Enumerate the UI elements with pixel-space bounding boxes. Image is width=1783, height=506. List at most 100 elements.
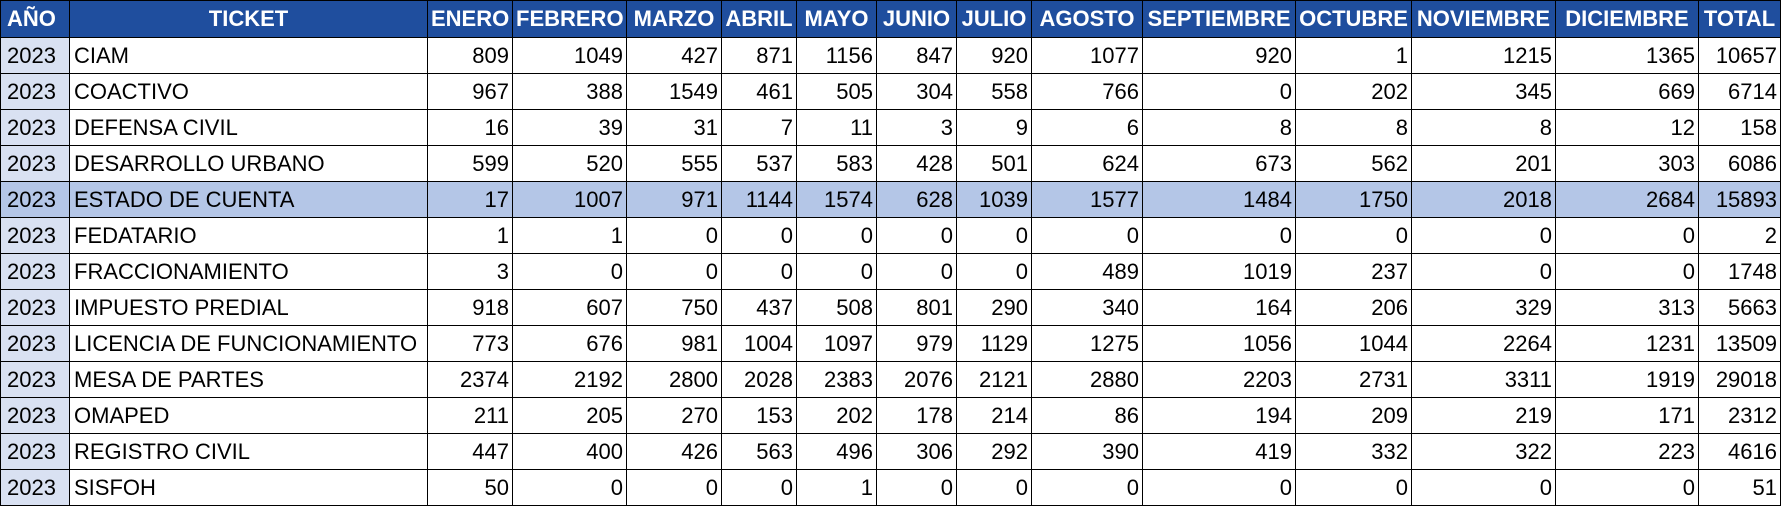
month-value-cell[interactable]: 223 xyxy=(1555,433,1699,470)
ticket-cell[interactable]: COACTIVO xyxy=(69,73,428,110)
month-value-cell[interactable]: 1231 xyxy=(1555,325,1699,362)
month-value-cell[interactable]: 1484 xyxy=(1142,181,1296,218)
month-value-cell[interactable]: 205 xyxy=(512,397,627,434)
ticket-cell[interactable]: ESTADO DE CUENTA xyxy=(69,181,428,218)
month-value-cell[interactable]: 0 xyxy=(1411,469,1556,506)
year-cell[interactable]: 2023 xyxy=(0,37,70,74)
column-header-total[interactable]: TOTAL xyxy=(1698,0,1781,38)
ticket-cell[interactable]: DESARROLLO URBANO xyxy=(69,145,428,182)
month-value-cell[interactable]: 555 xyxy=(626,145,722,182)
month-value-cell[interactable]: 669 xyxy=(1555,73,1699,110)
month-value-cell[interactable]: 1019 xyxy=(1142,253,1296,290)
month-value-cell[interactable]: 1049 xyxy=(512,37,627,74)
ticket-cell[interactable]: FRACCIONAMIENTO xyxy=(69,253,428,290)
month-value-cell[interactable]: 3 xyxy=(427,253,513,290)
column-header-julio[interactable]: JULIO xyxy=(956,0,1032,38)
month-value-cell[interactable]: 388 xyxy=(512,73,627,110)
ticket-cell[interactable]: DEFENSA CIVIL xyxy=(69,109,428,146)
month-value-cell[interactable]: 871 xyxy=(721,37,797,74)
month-value-cell[interactable]: 427 xyxy=(626,37,722,74)
total-cell[interactable]: 6714 xyxy=(1698,73,1781,110)
month-value-cell[interactable]: 0 xyxy=(1142,73,1296,110)
month-value-cell[interactable]: 332 xyxy=(1295,433,1412,470)
month-value-cell[interactable]: 437 xyxy=(721,289,797,326)
month-value-cell[interactable]: 583 xyxy=(796,145,877,182)
month-value-cell[interactable]: 1004 xyxy=(721,325,797,362)
month-value-cell[interactable]: 345 xyxy=(1411,73,1556,110)
month-value-cell[interactable]: 7 xyxy=(721,109,797,146)
month-value-cell[interactable]: 2800 xyxy=(626,361,722,398)
month-value-cell[interactable]: 0 xyxy=(626,253,722,290)
total-cell[interactable]: 5663 xyxy=(1698,289,1781,326)
column-header-noviembre[interactable]: NOVIEMBRE xyxy=(1411,0,1556,38)
month-value-cell[interactable]: 847 xyxy=(876,37,957,74)
month-value-cell[interactable]: 209 xyxy=(1295,397,1412,434)
month-value-cell[interactable]: 202 xyxy=(1295,73,1412,110)
year-cell[interactable]: 2023 xyxy=(0,253,70,290)
total-cell[interactable]: 1748 xyxy=(1698,253,1781,290)
month-value-cell[interactable]: 219 xyxy=(1411,397,1556,434)
month-value-cell[interactable]: 461 xyxy=(721,73,797,110)
month-value-cell[interactable]: 0 xyxy=(1411,217,1556,254)
month-value-cell[interactable]: 303 xyxy=(1555,145,1699,182)
month-value-cell[interactable]: 0 xyxy=(721,217,797,254)
month-value-cell[interactable]: 16 xyxy=(427,109,513,146)
column-header-septiembre[interactable]: SEPTIEMBRE xyxy=(1142,0,1296,38)
month-value-cell[interactable]: 773 xyxy=(427,325,513,362)
month-value-cell[interactable]: 1144 xyxy=(721,181,797,218)
total-cell[interactable]: 13509 xyxy=(1698,325,1781,362)
month-value-cell[interactable]: 0 xyxy=(721,253,797,290)
month-value-cell[interactable]: 2264 xyxy=(1411,325,1556,362)
month-value-cell[interactable]: 979 xyxy=(876,325,957,362)
month-value-cell[interactable]: 2192 xyxy=(512,361,627,398)
month-value-cell[interactable]: 2203 xyxy=(1142,361,1296,398)
month-value-cell[interactable]: 322 xyxy=(1411,433,1556,470)
month-value-cell[interactable]: 426 xyxy=(626,433,722,470)
month-value-cell[interactable]: 0 xyxy=(1031,469,1143,506)
month-value-cell[interactable]: 537 xyxy=(721,145,797,182)
month-value-cell[interactable]: 201 xyxy=(1411,145,1556,182)
ticket-cell[interactable]: OMAPED xyxy=(69,397,428,434)
month-value-cell[interactable]: 628 xyxy=(876,181,957,218)
month-value-cell[interactable]: 2076 xyxy=(876,361,957,398)
month-value-cell[interactable]: 12 xyxy=(1555,109,1699,146)
column-header-febrero[interactable]: FEBRERO xyxy=(512,0,627,38)
month-value-cell[interactable]: 9 xyxy=(956,109,1032,146)
year-cell[interactable]: 2023 xyxy=(0,361,70,398)
month-value-cell[interactable]: 1039 xyxy=(956,181,1032,218)
month-value-cell[interactable]: 809 xyxy=(427,37,513,74)
month-value-cell[interactable]: 607 xyxy=(512,289,627,326)
month-value-cell[interactable]: 290 xyxy=(956,289,1032,326)
month-value-cell[interactable]: 0 xyxy=(1031,217,1143,254)
year-cell[interactable]: 2023 xyxy=(0,397,70,434)
month-value-cell[interactable]: 0 xyxy=(796,217,877,254)
month-value-cell[interactable]: 171 xyxy=(1555,397,1699,434)
month-value-cell[interactable]: 329 xyxy=(1411,289,1556,326)
month-value-cell[interactable]: 0 xyxy=(1555,469,1699,506)
month-value-cell[interactable]: 1275 xyxy=(1031,325,1143,362)
column-header-abril[interactable]: ABRIL xyxy=(721,0,797,38)
month-value-cell[interactable]: 0 xyxy=(876,217,957,254)
total-cell[interactable]: 15893 xyxy=(1698,181,1781,218)
month-value-cell[interactable]: 1156 xyxy=(796,37,877,74)
month-value-cell[interactable]: 801 xyxy=(876,289,957,326)
month-value-cell[interactable]: 2121 xyxy=(956,361,1032,398)
month-value-cell[interactable]: 1129 xyxy=(956,325,1032,362)
month-value-cell[interactable]: 2684 xyxy=(1555,181,1699,218)
month-value-cell[interactable]: 520 xyxy=(512,145,627,182)
month-value-cell[interactable]: 306 xyxy=(876,433,957,470)
month-value-cell[interactable]: 563 xyxy=(721,433,797,470)
month-value-cell[interactable]: 505 xyxy=(796,73,877,110)
month-value-cell[interactable]: 270 xyxy=(626,397,722,434)
year-cell[interactable]: 2023 xyxy=(0,289,70,326)
month-value-cell[interactable]: 428 xyxy=(876,145,957,182)
month-value-cell[interactable]: 1 xyxy=(512,217,627,254)
total-cell[interactable]: 2312 xyxy=(1698,397,1781,434)
month-value-cell[interactable]: 164 xyxy=(1142,289,1296,326)
total-cell[interactable]: 158 xyxy=(1698,109,1781,146)
column-header-año[interactable]: AÑO xyxy=(0,0,70,38)
month-value-cell[interactable]: 2731 xyxy=(1295,361,1412,398)
month-value-cell[interactable]: 292 xyxy=(956,433,1032,470)
ticket-cell[interactable]: MESA DE PARTES xyxy=(69,361,428,398)
column-header-ticket[interactable]: TICKET xyxy=(69,0,428,38)
